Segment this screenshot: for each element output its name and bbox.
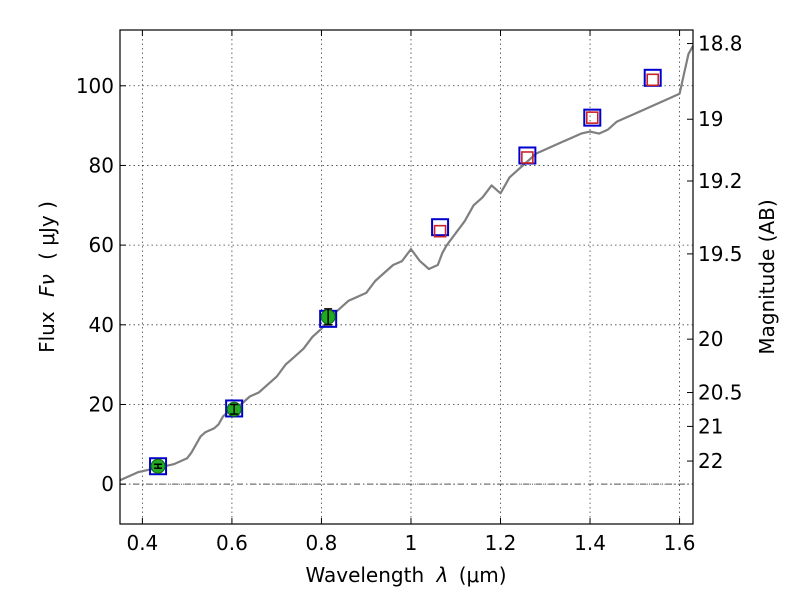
model-band-square <box>431 218 450 237</box>
x-tick-label: 1.6 <box>664 531 696 555</box>
spectrum-line-group <box>119 45 694 482</box>
x-tick-label: 1.4 <box>574 531 606 555</box>
x-axis-label-symbol: λ <box>436 563 449 587</box>
x-axis-label: Wavelength λ (μm) <box>305 563 506 587</box>
upper-limit-square <box>433 224 447 238</box>
grid <box>120 30 693 524</box>
upper-limit-square <box>646 73 660 87</box>
x-tick-label: 1.2 <box>485 531 517 555</box>
markers-group <box>149 68 662 476</box>
right-tick-label: 19.5 <box>698 242 743 266</box>
model-band-square <box>149 457 168 476</box>
y-tick-label: 20 <box>89 392 114 416</box>
x-tick-label: 0.4 <box>126 531 158 555</box>
spectrum-line <box>119 45 694 482</box>
right-tick-label: 20.5 <box>698 381 743 405</box>
y-axis-label-prefix: Flux <box>35 311 59 353</box>
y-tick-label: 40 <box>89 313 114 337</box>
right-tick-label: 19 <box>698 107 723 131</box>
ticks <box>120 30 693 524</box>
right-tick-label: 20 <box>698 327 723 351</box>
right-tick-label: 19.2 <box>698 169 743 193</box>
right-tick-labels: 18.8 19 19.2 19.5 20 20.5 21 22 <box>698 32 743 474</box>
y-tick-label: 0 <box>101 472 114 496</box>
right-tick-label: 21 <box>698 414 723 438</box>
x-tick-label: 0.6 <box>216 531 248 555</box>
model-band-square <box>583 108 602 127</box>
y-tick-label: 80 <box>89 153 114 177</box>
plot-background <box>120 30 693 524</box>
y-tick-labels: 0 20 40 60 80 100 <box>76 74 114 496</box>
y-tick-label: 60 <box>89 233 114 257</box>
right-axis-label: Magnitude (AB) <box>755 199 779 354</box>
plot-frame <box>119 29 694 525</box>
right-tick-label: 18.8 <box>698 32 743 56</box>
x-tick-labels: 0.4 0.6 0.8 1 1.2 1.4 1.6 <box>126 531 695 555</box>
x-axis-label-prefix: Wavelength <box>305 563 424 587</box>
y-axis-label-symbol: Fν <box>35 274 59 297</box>
x-tick-label: 0.8 <box>306 531 338 555</box>
y-axis-label-unit: ( μJy ) <box>35 201 59 260</box>
upper-limit-square <box>585 111 599 124</box>
upper-limit-square <box>521 151 534 164</box>
right-tick-label: 22 <box>698 449 723 473</box>
x-axis-label-unit: (μm) <box>459 563 507 587</box>
y-axis-label: Flux Fν ( μJy ) <box>35 201 59 353</box>
y-tick-label: 100 <box>76 74 114 98</box>
x-tick-label: 1 <box>405 531 418 555</box>
